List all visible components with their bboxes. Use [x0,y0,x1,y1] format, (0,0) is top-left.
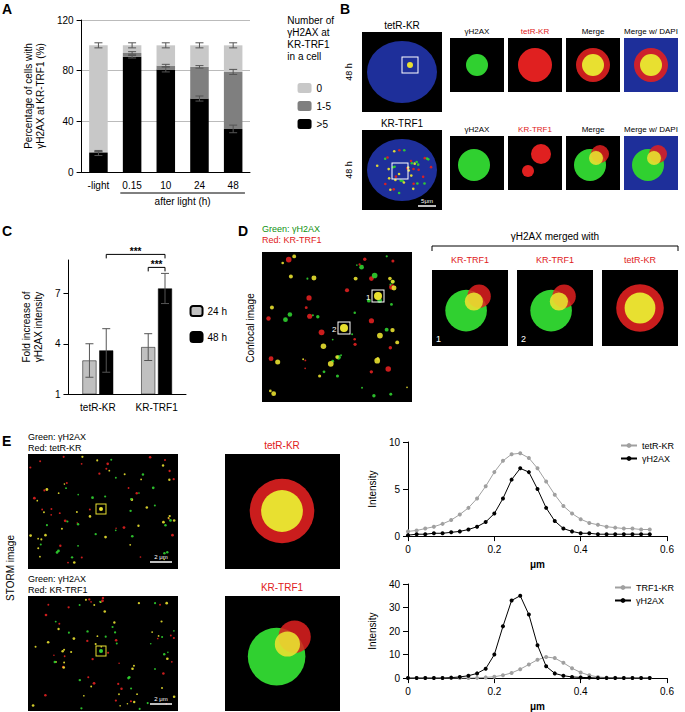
svg-text:KR-TRF1: KR-TRF1 [135,402,178,413]
svg-text:10: 10 [160,180,172,191]
svg-text:tetR-KR: tetR-KR [521,27,550,36]
svg-text:24 h: 24 h [208,306,227,317]
svg-text:10: 10 [389,437,401,448]
svg-text:Green: γH2AX: Green: γH2AX [28,432,86,442]
svg-text:0: 0 [317,83,323,94]
svg-text:γH2AX at: γH2AX at [287,27,329,38]
svg-text:24: 24 [194,180,206,191]
svg-text:5: 5 [394,484,400,495]
svg-text:0: 0 [405,544,411,555]
svg-text:2: 2 [332,325,337,334]
svg-text:0.4: 0.4 [574,686,588,697]
svg-text:0.2: 0.2 [487,686,501,697]
svg-text:48: 48 [228,180,240,191]
svg-text:2 μm: 2 μm [154,554,167,560]
svg-text:KR-TRF1: KR-TRF1 [261,582,304,593]
svg-text:Number of: Number of [287,15,334,26]
svg-text:0: 0 [394,673,400,684]
svg-text:E: E [2,433,11,449]
svg-text:1: 1 [436,334,441,344]
svg-text:Red: tetR-KR: Red: tetR-KR [28,443,82,453]
svg-text:0.15: 0.15 [122,180,142,191]
svg-text:in a cell: in a cell [287,51,321,62]
svg-text:Intensity: Intensity [367,612,378,649]
svg-text:0.6: 0.6 [660,544,674,555]
svg-text:48 h: 48 h [344,63,354,81]
svg-text:Merge w/ DAPI: Merge w/ DAPI [624,27,678,36]
svg-text:Merge: Merge [582,125,605,134]
svg-text:KR-TRF1: KR-TRF1 [287,39,330,50]
svg-text:Red: KR-TRF1: Red: KR-TRF1 [28,585,88,595]
svg-text:B: B [340,1,350,17]
svg-text:>5: >5 [317,119,329,130]
svg-text:Green: γH2AX: Green: γH2AX [262,224,320,234]
svg-text:γH2AX merged with: γH2AX merged with [511,231,599,242]
svg-text:TRF1-KR: TRF1-KR [636,583,675,593]
svg-text:0.6: 0.6 [660,686,674,697]
svg-text:tetR-KR: tetR-KR [80,402,116,413]
svg-text:γH2AX: γH2AX [465,125,491,134]
svg-text:D: D [238,223,248,239]
svg-text:Intensity: Intensity [367,470,378,507]
svg-text:Fold increase of: Fold increase of [21,291,32,362]
svg-text:KR-TRF1: KR-TRF1 [536,255,574,265]
svg-text:μm: μm [530,559,545,570]
svg-text:tetR-KR: tetR-KR [264,440,300,451]
svg-text:80: 80 [62,65,74,76]
svg-text:after light (h): after light (h) [155,196,211,207]
svg-text:Merge: Merge [582,27,605,36]
svg-text:0.2: 0.2 [487,544,501,555]
svg-text:γH2AX intensity: γH2AX intensity [33,292,44,363]
svg-text:40: 40 [389,579,401,590]
svg-text:KR-TRF1: KR-TRF1 [451,255,489,265]
svg-text:40: 40 [62,116,74,127]
svg-text:1: 1 [366,293,371,302]
svg-text:1-5: 1-5 [317,101,332,112]
svg-text:γH2AX: γH2AX [465,27,491,36]
svg-text:Confocal image: Confocal image [245,293,256,363]
svg-text:48 h: 48 h [208,332,227,343]
svg-text:7: 7 [55,288,61,299]
svg-text:0: 0 [405,686,411,697]
svg-text:2 μm: 2 μm [154,696,167,702]
svg-text:20: 20 [389,626,401,637]
svg-text:KR-TRF1: KR-TRF1 [518,125,552,134]
svg-text:STORM image: STORM image [5,535,16,601]
svg-text:Red: KR-TRF1: Red: KR-TRF1 [262,235,322,245]
svg-text:-light: -light [88,180,110,191]
svg-text:30: 30 [389,602,401,613]
svg-text:γH2AX: γH2AX [636,596,664,606]
svg-text:tetR-KR: tetR-KR [642,441,675,451]
svg-text:0: 0 [394,531,400,542]
svg-text:KR-TRF1: KR-TRF1 [381,118,424,129]
svg-text:μm: μm [530,701,545,712]
svg-text:γH2AX: γH2AX [642,454,670,464]
svg-text:Merge w/ DAPI: Merge w/ DAPI [624,125,678,134]
svg-text:120: 120 [57,15,74,26]
svg-text:***: *** [151,259,163,270]
svg-text:Percentage of cells with: Percentage of cells with [23,43,34,149]
svg-text:48 h: 48 h [344,161,354,179]
svg-text:C: C [2,223,12,239]
svg-text:A: A [2,1,12,17]
svg-text:tetR-KR: tetR-KR [384,20,420,31]
svg-text:tetR-KR: tetR-KR [624,255,657,265]
svg-text:γH2AX at KR-TRF1 (%): γH2AX at KR-TRF1 (%) [35,43,46,149]
svg-text:10: 10 [389,649,401,660]
svg-text:2: 2 [521,334,526,344]
svg-text:0.4: 0.4 [574,544,588,555]
svg-text:5μm: 5μm [421,198,433,204]
svg-text:1: 1 [55,389,61,400]
svg-text:4: 4 [55,338,61,349]
svg-text:***: *** [130,246,142,257]
svg-text:Green: γH2AX: Green: γH2AX [28,574,86,584]
svg-text:0: 0 [68,167,74,178]
